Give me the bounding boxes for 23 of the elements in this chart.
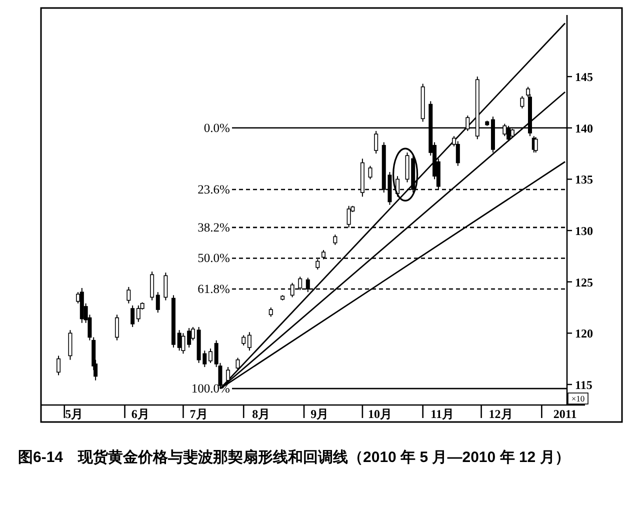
x-tick-label: 2011 xyxy=(553,407,577,421)
x-tick-label: 6月 xyxy=(131,407,150,421)
y-tick-label: 120 xyxy=(575,326,593,341)
annotation: ×10 xyxy=(568,392,588,404)
y-tick-label: 130 xyxy=(575,224,593,238)
x-tick-label: 11月 xyxy=(430,407,454,421)
x-tick-label: 12月 xyxy=(488,407,513,421)
y-tick-label: 140 xyxy=(575,121,593,136)
annotation: 0.0% xyxy=(204,120,230,135)
annotation: 61.8% xyxy=(198,282,230,296)
x-tick-label: 7月 xyxy=(190,407,208,421)
annotation: 38.2% xyxy=(198,220,230,234)
annotation: 50.0% xyxy=(198,251,230,266)
x-tick-label: 5月 xyxy=(65,407,84,421)
text: 图6-14 现货黄金价格与斐波那契扇形线和回调线（2010 年 5 月—2010 年 12 月） xyxy=(18,448,570,466)
y-tick-label: 125 xyxy=(575,275,593,290)
y-tick-label: 115 xyxy=(575,378,592,392)
y-tick-label: 145 xyxy=(575,70,593,84)
x-tick-label: 10月 xyxy=(368,407,392,421)
annotation: 23.6% xyxy=(198,182,230,196)
x-tick-label: 9月 xyxy=(310,407,329,421)
y-tick-label: 135 xyxy=(575,172,593,187)
x-tick-label: 8月 xyxy=(252,407,270,421)
